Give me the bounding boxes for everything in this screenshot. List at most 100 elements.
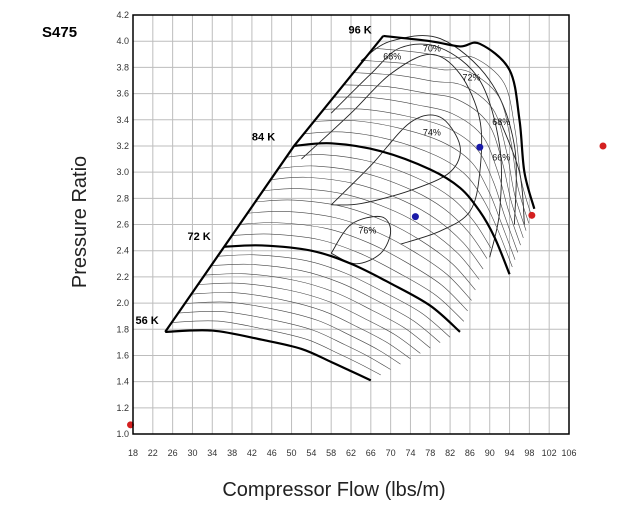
operating-point [476, 143, 484, 151]
surge-line-group [164, 35, 385, 333]
x-tick-label: 82 [445, 448, 455, 458]
offchart-operating-point [599, 142, 607, 150]
y-tick-label: 1.2 [116, 403, 129, 413]
x-tick-label: 46 [267, 448, 277, 458]
x-tick-label: 106 [561, 448, 576, 458]
intermediate-speed-line [313, 119, 516, 260]
y-tick-label: 1.0 [116, 429, 129, 439]
speed-label: 96 K [349, 24, 372, 36]
efficiency-label: 76% [358, 226, 376, 236]
intermediate-speed-line [353, 72, 527, 231]
x-tick-label: 34 [207, 448, 217, 458]
x-tick-label: 98 [524, 448, 534, 458]
y-tick-label: 2.2 [116, 272, 129, 282]
y-tick-label: 2.8 [116, 193, 129, 203]
x-tick-label: 18 [128, 448, 138, 458]
x-tick-label: 50 [287, 448, 297, 458]
efficiency-label: 70% [423, 44, 441, 54]
efficiency-label: 72% [462, 72, 480, 82]
x-tick-label: 30 [187, 448, 197, 458]
x-tick-label: 90 [485, 448, 495, 458]
intermediate-speed-line [278, 165, 488, 259]
intermediate-speed-line [198, 282, 421, 354]
surge-line [164, 35, 385, 333]
y-tick-label: 1.8 [116, 324, 129, 334]
chart-title: S475 [42, 24, 78, 41]
x-tick-label: 22 [148, 448, 158, 458]
x-tick-label: 42 [247, 448, 257, 458]
intermediate-speed-line [303, 131, 513, 268]
x-axis-label: Compressor Flow (lbs/m) [222, 479, 445, 501]
efficiency-island [330, 43, 502, 258]
x-tick-label: 38 [227, 448, 237, 458]
plot-frame [132, 14, 570, 435]
y-tick-label: 3.8 [116, 62, 129, 72]
x-tick-label: 86 [465, 448, 475, 458]
speed-line [293, 142, 511, 275]
intermediate-speed-line [255, 199, 476, 291]
intermediate-speed-line [178, 311, 391, 370]
efficiency-island [499, 119, 525, 225]
intermediate-speed-line [204, 273, 431, 349]
intermediate-speed-line [240, 222, 468, 312]
intermediate-speed-line [323, 108, 519, 253]
data-points [127, 142, 607, 429]
y-tick-label: 4.2 [116, 10, 129, 20]
intermediate-speed-line [211, 263, 441, 343]
x-tick-label: 94 [505, 448, 515, 458]
intermediate-speed-line [373, 47, 532, 217]
efficiency-label: 66% [492, 152, 510, 162]
y-tick-label: 3.6 [116, 89, 129, 99]
intermediate-speed-line [263, 188, 480, 280]
efficiency-island [360, 35, 517, 225]
x-tick-label: 102 [542, 448, 557, 458]
intermediate-speed-line [171, 320, 381, 376]
x-tick-label: 54 [306, 448, 316, 458]
y-tick-label: 2.6 [116, 220, 129, 230]
y-tick-label: 2.4 [116, 246, 129, 256]
x-tick-label: 70 [386, 448, 396, 458]
intermediate-speed-line [270, 176, 484, 270]
x-tick-label: 58 [326, 448, 336, 458]
operating-point [411, 213, 419, 221]
intermediate-speed-line [232, 233, 465, 322]
y-tick-label: 1.6 [116, 350, 129, 360]
x-tick-label: 62 [346, 448, 356, 458]
intermediate-speed-line [333, 96, 521, 246]
speed-label: 72 K [188, 231, 211, 243]
speed-line [383, 34, 536, 210]
speed-line [165, 329, 372, 382]
curve-labels: 68% 70% 72% 74% 76% 68% 66% 96 K 84 K 72 K 56 K [135, 24, 510, 327]
intermediate-speed-line [363, 60, 530, 224]
efficiency-label: 68% [383, 52, 401, 62]
intermediate-speed-line [191, 292, 411, 360]
operating-point [528, 211, 536, 219]
intermediate-speed-line [286, 154, 492, 249]
intermediate-speed-line [218, 254, 451, 338]
intermediate-speed-line [343, 84, 524, 238]
y-tick-label: 4.0 [116, 36, 129, 46]
tick-labels: 18 22 26 30 34 38 42 46 50 54 58 62 66 70 74 78 82 86 90 94… [116, 10, 576, 458]
x-tick-label: 26 [168, 448, 178, 458]
x-tick-label: 74 [405, 448, 415, 458]
y-tick-label: 3.4 [116, 115, 129, 125]
y-tick-label: 2.0 [116, 298, 129, 308]
x-tick-label: 66 [366, 448, 376, 458]
efficiency-island [330, 215, 392, 265]
speed-label: 84 K [252, 132, 275, 144]
x-tick-label: 78 [425, 448, 435, 458]
speed-line [224, 244, 461, 333]
intermediate-speed-line [247, 210, 472, 301]
y-axis-label: Pressure Ratio [69, 156, 91, 288]
y-tick-label: 1.4 [116, 377, 129, 387]
efficiency-island [301, 53, 483, 245]
y-tick-label: 3.2 [116, 141, 129, 151]
speed-lines [165, 34, 536, 382]
efficiency-label: 74% [423, 127, 441, 137]
y-tick-label: 3.0 [116, 167, 129, 177]
intermediate-speed-line [185, 301, 401, 365]
speed-label: 56 K [135, 315, 158, 327]
efficiency-label: 68% [492, 117, 510, 127]
